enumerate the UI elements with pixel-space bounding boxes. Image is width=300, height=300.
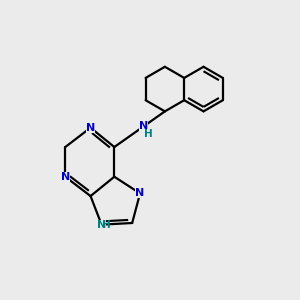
Text: N: N xyxy=(139,121,148,131)
Text: N: N xyxy=(61,172,70,182)
Text: H: H xyxy=(144,129,153,139)
Text: N: N xyxy=(97,220,106,230)
Text: H: H xyxy=(102,220,111,230)
Text: N: N xyxy=(135,188,145,198)
Text: N: N xyxy=(86,123,95,133)
